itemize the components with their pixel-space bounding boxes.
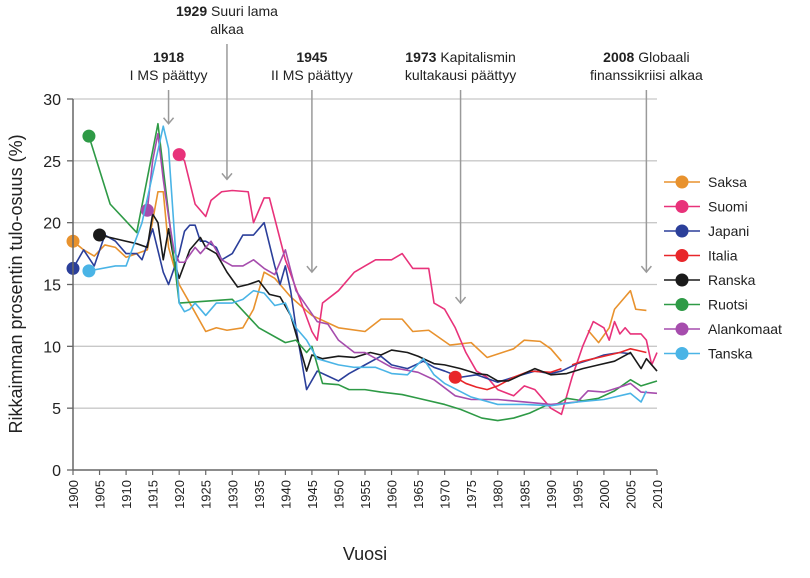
arrow-head-icon: [640, 265, 652, 274]
x-tick-label: 1970: [438, 480, 453, 509]
annotation-title: 2008 Globaali: [603, 49, 689, 65]
annotation-year: 2008: [603, 49, 634, 65]
annotation-line2: kultakausi päättyy: [405, 67, 516, 83]
x-tick-label: 1915: [146, 480, 161, 509]
series-start-marker-ruotsi: [82, 129, 96, 143]
series-start-marker-alankomaat: [140, 203, 154, 217]
arrow-head-icon: [221, 172, 233, 181]
legend-marker: [675, 347, 689, 360]
series-start-marker-ranska: [93, 228, 107, 242]
x-tick-label: 1935: [252, 480, 267, 509]
legend-label: Suomi: [708, 199, 748, 215]
legend: Saksa Suomi Japani Italia Ranska Ruotsi Alanko…: [664, 174, 782, 362]
annotation-title: 1973 Kapitalismin: [405, 49, 516, 65]
x-tick-label: 1960: [385, 480, 400, 509]
legend-label: Italia: [708, 248, 738, 264]
arrow-head-icon: [454, 296, 467, 305]
series-start-marker-suomi: [172, 148, 186, 162]
x-tick-label: 1980: [491, 480, 506, 509]
x-tick-label: 2000: [597, 480, 612, 509]
legend-label: Tanska: [708, 346, 753, 362]
series-line-italia: [571, 348, 647, 366]
annotation-line2: finanssikriisi alkaa: [590, 67, 703, 83]
x-tick-label: 2010: [650, 480, 665, 509]
x-tick-label: 1965: [411, 480, 426, 509]
annotation-text: Globaali: [634, 49, 689, 65]
arrow-head-icon: [162, 117, 175, 125]
x-tick-label: 1940: [278, 480, 293, 509]
x-tick-label: 1995: [570, 480, 585, 509]
x-tick-label: 1905: [93, 480, 108, 509]
x-axis-label: Vuosi: [343, 544, 387, 564]
x-tick-label: 1990: [544, 480, 559, 509]
annotation-year: 1929: [176, 3, 207, 19]
x-tick-label: 1900: [66, 480, 81, 509]
y-tick-label: 10: [43, 339, 61, 356]
annotation-text: Kapitalismin: [436, 49, 515, 65]
annotation-title: 1918: [153, 49, 184, 65]
legend-marker: [675, 322, 689, 336]
x-tick-label: 2005: [623, 480, 638, 509]
legend-marker: [675, 175, 689, 189]
annotation-text: Suuri lama: [207, 3, 278, 19]
annotation-year: 1945: [296, 49, 327, 65]
annotation-line2: alkaa: [210, 21, 244, 37]
arrow-head-icon: [306, 265, 318, 274]
y-tick-label: 20: [43, 216, 61, 233]
x-tick-label: 1950: [331, 480, 346, 509]
legend-label: Ranska: [708, 272, 756, 288]
x-tick-label: 1975: [464, 480, 479, 509]
legend-marker: [675, 298, 689, 311]
annotations: 1918 I MS päättyy 1929 Suuri lama alkaa 1945…: [130, 3, 703, 305]
series-start-marker-tanska: [82, 264, 96, 278]
legend-marker: [675, 200, 689, 213]
legend-label: Ruotsi: [708, 297, 748, 313]
legend-marker: [675, 273, 689, 287]
y-tick-label: 30: [43, 92, 61, 109]
y-tick-label: 5: [52, 401, 61, 418]
x-tick-label: 1930: [225, 480, 240, 509]
series-line-tanska: [88, 125, 648, 407]
series-line-alankomaat: [146, 132, 658, 406]
series-line-saksa: [587, 289, 647, 344]
series-start-marker-italia: [448, 370, 462, 384]
x-tick-label: 1985: [517, 480, 532, 509]
legend-label: Japani: [708, 223, 749, 239]
y-tick-label: 15: [43, 278, 61, 295]
series-line-suomi: [178, 154, 658, 416]
annotation-year: 1973: [405, 49, 436, 65]
x-tick-label: 1920: [172, 480, 187, 509]
annotation-title: 1929 Suuri lama: [176, 3, 278, 19]
x-tick-label: 1910: [119, 480, 134, 509]
y-tick-label: 0: [52, 463, 61, 480]
annotation-line2: II MS päättyy: [271, 67, 353, 83]
legend-marker: [675, 224, 689, 238]
x-tick-label: 1925: [199, 480, 214, 509]
axes: 0 5 10 15 20 25 30 1900 1905 1910 1915 1920 1925 1930…: [43, 92, 665, 509]
annotation-title: 1945: [296, 49, 327, 65]
series-line-ruotsi: [88, 122, 658, 422]
annotation-year: 1918: [153, 49, 184, 65]
series-lines: [66, 122, 658, 422]
legend-label: Alankomaat: [708, 321, 782, 337]
y-axis-label: Rikkaimman prosentin tulo-osuus (%): [6, 134, 26, 433]
legend-marker: [675, 249, 689, 262]
series-line-japani: [72, 221, 631, 391]
y-tick-label: 25: [43, 154, 61, 171]
x-tick-label: 1945: [305, 480, 320, 509]
annotation-line2: I MS päättyy: [130, 67, 208, 83]
legend-label: Saksa: [708, 174, 747, 190]
x-tick-label: 1955: [358, 480, 373, 509]
